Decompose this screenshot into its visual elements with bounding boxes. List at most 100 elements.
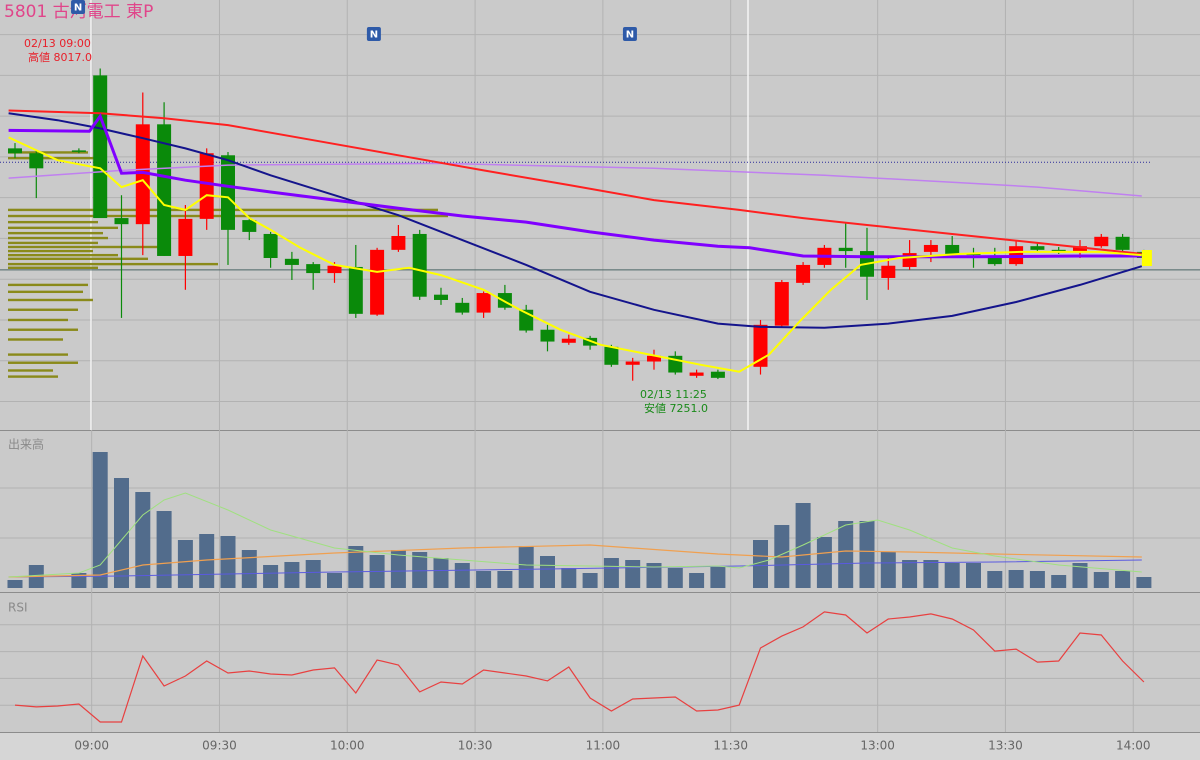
volume-bar (625, 560, 641, 588)
moving-average (8, 136, 1142, 373)
candle-body (135, 124, 150, 225)
profile-bar (8, 236, 108, 240)
volume-bar (135, 492, 151, 588)
candle-body (114, 218, 129, 225)
candle-body (1094, 236, 1109, 247)
x-tick-label: 10:00 (330, 739, 365, 753)
x-tick-label: 13:00 (860, 739, 895, 753)
x-tick-label: 11:30 (713, 739, 748, 753)
profile-bar (8, 328, 78, 331)
candle-body (93, 75, 108, 219)
candle-body (412, 233, 427, 297)
profile-bar (8, 361, 78, 364)
volume-bar (646, 563, 662, 588)
candle-body (178, 218, 193, 256)
volume-bar (880, 552, 896, 588)
volume-bar (156, 511, 172, 588)
profile-bar (8, 257, 148, 261)
moving-average (8, 112, 1143, 329)
candle-body (306, 264, 321, 274)
volume-bar (220, 536, 236, 588)
volume-bar (241, 550, 257, 588)
candle-body (391, 235, 406, 250)
moving-average (8, 162, 1142, 197)
volume-bar (518, 546, 534, 588)
profile-bar (8, 290, 83, 294)
panel-label: RSI (8, 601, 28, 615)
price-annotation: 高値 8017.0 (28, 50, 92, 64)
volume-bar (816, 537, 832, 588)
candle-body (433, 294, 448, 300)
marks (0, 68, 1200, 723)
news-marker (622, 27, 637, 41)
news-marker-label: N (370, 30, 378, 41)
profile-bar (8, 308, 78, 311)
candle-body (263, 233, 278, 258)
x-axis-band (0, 732, 1200, 760)
volume-bar (838, 521, 854, 588)
candle-body (774, 282, 789, 326)
moving-average (8, 109, 1142, 255)
candle-body (796, 264, 811, 283)
price-annotation: 02/13 09:00 (24, 37, 91, 50)
profile-bar (8, 353, 68, 356)
volume-bar (177, 540, 193, 588)
volume-bar (1115, 571, 1131, 588)
volume-bar (944, 563, 960, 588)
news-marker-label: N (74, 3, 82, 14)
volume-bar (497, 571, 513, 588)
panel-label: 出来高 (8, 437, 44, 452)
volume-bar (923, 560, 939, 588)
volume-bar (263, 565, 279, 588)
moving-average (8, 113, 1142, 259)
profile-bar (8, 283, 88, 287)
volume-bar (1072, 563, 1088, 588)
volume-bar (412, 552, 428, 588)
candle-body (327, 265, 342, 274)
volume-bar (1029, 571, 1045, 588)
news-marker (71, 0, 86, 14)
volume-bar (476, 571, 492, 588)
volume-bar (92, 452, 108, 588)
candle-body (348, 266, 363, 314)
candle-body (284, 258, 299, 265)
candle-body (7, 148, 22, 154)
volume-bar (752, 540, 768, 588)
volume-bar (348, 546, 364, 588)
candle-body (710, 371, 725, 378)
volume-bar (433, 558, 449, 588)
x-tick-label: 11:00 (586, 739, 621, 753)
profile-bar (8, 249, 93, 253)
volume-bar (689, 573, 705, 588)
volume-bar (603, 558, 619, 588)
volume-bar (710, 567, 726, 588)
volume-average (8, 544, 1142, 578)
profile-bar (8, 245, 158, 249)
candle-body (157, 124, 172, 256)
volume-average (8, 559, 1142, 578)
profile-bar (8, 151, 88, 154)
volume-bar (390, 550, 406, 588)
candle-body (370, 249, 385, 315)
profile-bar (8, 220, 98, 224)
candle-body (902, 253, 917, 267)
x-tick-label: 09:00 (74, 739, 109, 753)
volume-bar (284, 562, 300, 588)
volume-bar (539, 556, 555, 588)
profile-bar (8, 369, 53, 372)
profile-bar (8, 226, 118, 230)
candle-body (1115, 236, 1130, 250)
volume-bar (1008, 570, 1024, 588)
volume-bar (582, 573, 598, 588)
candle-body (29, 153, 44, 169)
candle-body (881, 265, 896, 278)
x-tick-label: 10:30 (458, 739, 493, 753)
x-tick-label: 14:00 (1116, 739, 1151, 753)
price-annotation: 安値 7251.0 (644, 401, 708, 415)
grid (0, 0, 1200, 732)
candle-body (1030, 246, 1045, 250)
volume-average (8, 492, 1142, 578)
